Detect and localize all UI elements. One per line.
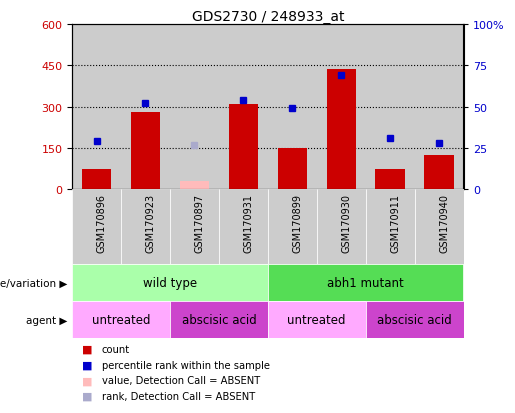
Bar bbox=[366, 25, 415, 190]
Text: GSM170897: GSM170897 bbox=[194, 194, 204, 253]
Bar bbox=[268, 25, 317, 190]
Bar bbox=[375, 169, 405, 190]
Text: agent ▶: agent ▶ bbox=[26, 315, 67, 325]
Text: GSM170931: GSM170931 bbox=[243, 194, 253, 253]
Bar bbox=[219, 25, 268, 190]
Bar bbox=[268, 301, 366, 339]
Text: GSM170923: GSM170923 bbox=[146, 194, 156, 253]
Bar bbox=[131, 113, 160, 190]
Bar bbox=[415, 190, 464, 264]
Text: ■: ■ bbox=[82, 391, 93, 401]
Bar bbox=[72, 264, 268, 301]
Text: value, Detection Call = ABSENT: value, Detection Call = ABSENT bbox=[102, 375, 260, 385]
Title: GDS2730 / 248933_at: GDS2730 / 248933_at bbox=[192, 10, 344, 24]
Bar bbox=[268, 190, 317, 264]
Text: ■: ■ bbox=[82, 375, 93, 385]
Bar bbox=[268, 264, 464, 301]
Text: untreated: untreated bbox=[287, 313, 346, 327]
Bar bbox=[170, 301, 268, 339]
Text: GSM170899: GSM170899 bbox=[293, 194, 302, 253]
Bar bbox=[82, 169, 111, 190]
Bar bbox=[317, 190, 366, 264]
Bar bbox=[121, 25, 170, 190]
Bar bbox=[278, 149, 307, 190]
Bar bbox=[170, 25, 219, 190]
Text: count: count bbox=[102, 344, 130, 354]
Bar bbox=[121, 190, 170, 264]
Text: wild type: wild type bbox=[143, 276, 197, 290]
Text: ■: ■ bbox=[82, 360, 93, 370]
Bar bbox=[72, 190, 121, 264]
Bar bbox=[424, 156, 454, 190]
Bar bbox=[219, 190, 268, 264]
Bar bbox=[366, 190, 415, 264]
Text: abscisic acid: abscisic acid bbox=[181, 313, 256, 327]
Text: GSM170911: GSM170911 bbox=[390, 194, 400, 253]
Text: genotype/variation ▶: genotype/variation ▶ bbox=[0, 278, 67, 288]
Text: ■: ■ bbox=[82, 344, 93, 354]
Bar bbox=[366, 301, 464, 339]
Bar bbox=[180, 182, 209, 190]
Text: untreated: untreated bbox=[92, 313, 150, 327]
Text: rank, Detection Call = ABSENT: rank, Detection Call = ABSENT bbox=[102, 391, 255, 401]
Text: GSM170896: GSM170896 bbox=[97, 194, 107, 253]
Text: abh1 mutant: abh1 mutant bbox=[327, 276, 404, 290]
Bar bbox=[72, 25, 121, 190]
Text: abscisic acid: abscisic acid bbox=[377, 313, 452, 327]
Text: GSM170940: GSM170940 bbox=[439, 194, 449, 253]
Bar bbox=[415, 25, 464, 190]
Text: GSM170930: GSM170930 bbox=[341, 194, 351, 253]
Bar bbox=[317, 25, 366, 190]
Text: percentile rank within the sample: percentile rank within the sample bbox=[102, 360, 270, 370]
Bar bbox=[170, 190, 219, 264]
Bar bbox=[229, 104, 258, 190]
Bar bbox=[72, 301, 170, 339]
Bar bbox=[327, 70, 356, 190]
